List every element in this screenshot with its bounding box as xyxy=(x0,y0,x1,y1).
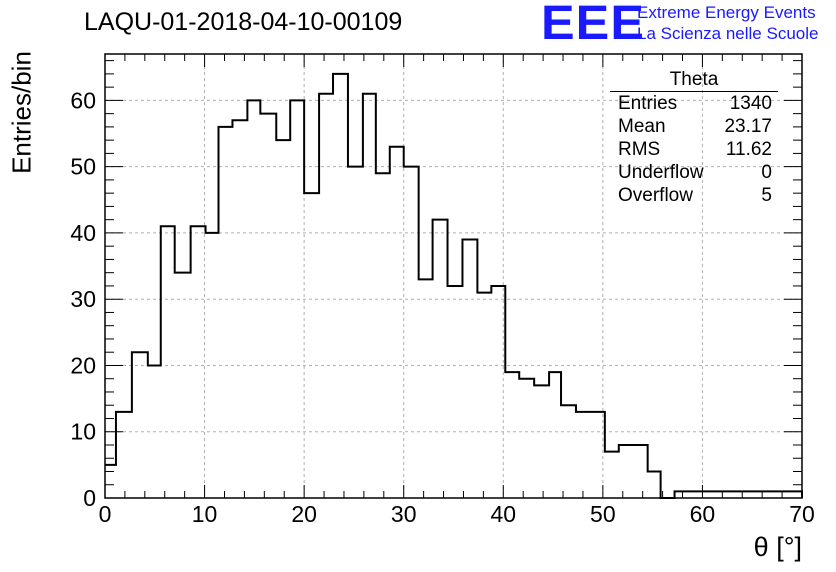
stats-row-overflow: Overflow 5 xyxy=(610,184,778,207)
stats-value: 11.62 xyxy=(725,139,772,160)
stats-label: Underflow xyxy=(618,162,704,183)
stats-label: RMS xyxy=(618,139,661,160)
y-tick-label: 40 xyxy=(70,220,96,246)
x-axis-label: θ [°] xyxy=(753,532,802,562)
x-tick-label: 50 xyxy=(590,501,616,527)
y-tick-label: 60 xyxy=(70,87,96,113)
eee-logo: EEE xyxy=(541,0,645,50)
x-tick-label: 40 xyxy=(490,501,516,527)
y-tick-label: 50 xyxy=(70,154,96,180)
logo-line-1: Extreme Energy Events xyxy=(637,3,816,22)
stats-label: Mean xyxy=(618,116,666,137)
stats-value: 23.17 xyxy=(724,116,772,137)
stats-label: Entries xyxy=(618,93,678,114)
stats-row-rms: RMS 11.62 xyxy=(610,138,778,161)
y-tick-label: 30 xyxy=(70,286,96,312)
y-tick-label: 20 xyxy=(70,352,96,378)
stats-box: Theta Entries 1340 Mean 23.17 RMS 11.62 … xyxy=(610,70,778,207)
x-tick-label: 30 xyxy=(391,501,417,527)
stats-row-mean: Mean 23.17 xyxy=(610,115,778,138)
axis-ticks xyxy=(104,54,803,499)
y-tick-label: 10 xyxy=(70,419,96,445)
plot-frame xyxy=(104,53,803,499)
x-tick-label: 60 xyxy=(690,501,716,527)
x-tick-label: 70 xyxy=(789,501,815,527)
stats-value: 5 xyxy=(761,185,772,206)
stats-value: 0 xyxy=(761,162,772,183)
chart-title: LAQU-01-2018-04-10-00109 xyxy=(84,8,403,36)
y-tick-label: 0 xyxy=(83,485,96,511)
x-tick-label: 20 xyxy=(291,501,317,527)
x-tick-label: 0 xyxy=(99,501,112,527)
stats-label: Overflow xyxy=(618,185,693,206)
stats-value: 1340 xyxy=(729,93,772,114)
logo-line-2: La Scienza nelle Scuole xyxy=(637,24,819,43)
stats-row-underflow: Underflow 0 xyxy=(610,161,778,184)
x-tick-label: 10 xyxy=(192,501,218,527)
stats-row-entries: Entries 1340 xyxy=(610,92,778,115)
stats-title: Theta xyxy=(610,70,778,92)
grid-lines xyxy=(105,54,802,498)
y-axis-label: Entries/bin xyxy=(6,51,37,174)
histogram-outline xyxy=(105,72,803,499)
